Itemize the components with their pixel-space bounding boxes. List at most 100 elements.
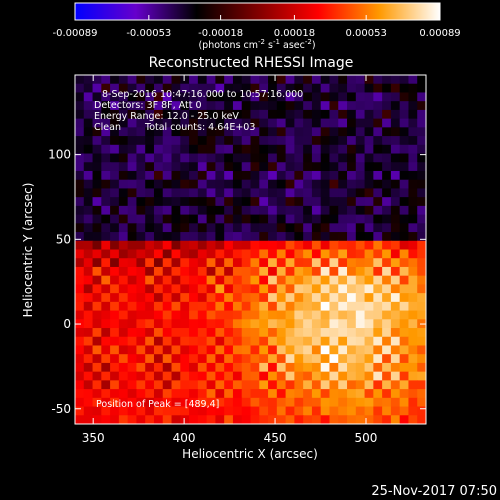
heatmap-cell bbox=[241, 136, 252, 146]
heatmap-cell bbox=[189, 258, 199, 268]
heatmap-cell bbox=[320, 336, 331, 347]
heatmap-cell bbox=[373, 258, 383, 268]
heatmap-cell bbox=[347, 75, 357, 85]
heatmap-cell bbox=[329, 301, 339, 312]
heatmap-cell bbox=[320, 223, 331, 233]
heatmap-cell bbox=[399, 188, 410, 198]
heatmap-cell bbox=[118, 397, 129, 408]
heatmap-cell bbox=[215, 389, 225, 399]
heatmap-cell bbox=[75, 179, 85, 190]
heatmap-cell bbox=[399, 415, 410, 424]
heatmap-cell bbox=[364, 397, 374, 408]
heatmap-cell bbox=[338, 371, 348, 381]
heatmap-cell bbox=[329, 127, 339, 137]
heatmap-cell bbox=[259, 170, 269, 181]
heatmap-cell bbox=[83, 118, 94, 128]
heatmap-cell bbox=[162, 406, 173, 416]
heatmap-cell bbox=[399, 301, 410, 312]
heatmap-cell bbox=[259, 223, 269, 233]
heatmap-cell bbox=[206, 380, 216, 390]
heatmap-cell bbox=[224, 162, 234, 172]
heatmap-cell bbox=[241, 354, 252, 364]
heatmap-cell bbox=[206, 415, 216, 424]
heatmap-cell bbox=[197, 232, 208, 242]
heatmap-cell bbox=[145, 232, 155, 242]
heatmap-cell bbox=[83, 170, 94, 181]
heatmap-cell bbox=[92, 362, 102, 373]
colorbar-units: (photons cm-2 s-1 asec-2) bbox=[198, 38, 315, 51]
heatmap-cell bbox=[83, 188, 94, 198]
heatmap-cell bbox=[180, 249, 190, 259]
heatmap-cell bbox=[408, 293, 418, 303]
heatmap-cell bbox=[241, 328, 252, 338]
heatmap-cell bbox=[197, 136, 208, 146]
heatmap-cell bbox=[259, 249, 269, 259]
heatmap-cell bbox=[294, 389, 304, 399]
heatmap-cell bbox=[294, 223, 304, 233]
heatmap-cell bbox=[364, 144, 374, 155]
heatmap-cell bbox=[399, 153, 410, 163]
heatmap-cell bbox=[329, 336, 339, 347]
heatmap-cell bbox=[390, 205, 401, 216]
heatmap-cell bbox=[189, 293, 199, 303]
heatmap-cell bbox=[162, 397, 173, 408]
heatmap-cell bbox=[285, 92, 295, 102]
heatmap-cell bbox=[417, 249, 426, 259]
x-tick-label: 350 bbox=[82, 431, 105, 445]
heatmap-cell bbox=[180, 362, 190, 373]
heatmap-cell bbox=[250, 354, 260, 364]
heatmap-cell bbox=[241, 397, 252, 408]
heatmap-cell bbox=[189, 371, 199, 381]
heatmap-cell bbox=[311, 170, 322, 181]
heatmap-cell bbox=[197, 153, 208, 163]
heatmap-cell bbox=[373, 153, 383, 163]
heatmap-cell bbox=[399, 266, 410, 277]
heatmap-cell bbox=[285, 275, 295, 285]
heatmap-cell bbox=[390, 345, 401, 355]
heatmap-cell bbox=[390, 336, 401, 347]
heatmap-cell bbox=[232, 144, 243, 155]
heatmap-cell bbox=[276, 284, 287, 294]
heatmap-cell bbox=[127, 284, 138, 294]
heatmap-cell bbox=[110, 371, 120, 381]
heatmap-cell bbox=[338, 188, 348, 198]
y-tick-label: 0 bbox=[63, 317, 71, 331]
heatmap-cell bbox=[259, 319, 269, 329]
heatmap-cell bbox=[373, 109, 383, 120]
heatmap-cell bbox=[417, 397, 426, 408]
heatmap-cell bbox=[92, 136, 102, 146]
heatmap-cell bbox=[206, 197, 216, 207]
heatmap-cell bbox=[390, 240, 401, 251]
heatmap-cell bbox=[101, 266, 111, 277]
heatmap-cell bbox=[250, 153, 260, 163]
heatmap-cell bbox=[110, 301, 120, 312]
heatmap-cell bbox=[294, 214, 304, 224]
heatmap-cell bbox=[390, 397, 401, 408]
heatmap-cell bbox=[145, 389, 155, 399]
heatmap-cell bbox=[338, 275, 348, 285]
heatmap-cell bbox=[373, 240, 383, 251]
heatmap-cell bbox=[189, 397, 199, 408]
heatmap-cell bbox=[232, 75, 243, 85]
heatmap-cell bbox=[232, 101, 243, 111]
x-axis-label: Heliocentric X (arcsec) bbox=[182, 447, 318, 461]
heatmap-cell bbox=[127, 75, 138, 85]
heatmap-cell bbox=[145, 136, 155, 146]
heatmap-cell bbox=[224, 240, 234, 251]
heatmap-cell bbox=[338, 109, 348, 120]
heatmap-cell bbox=[250, 328, 260, 338]
x-tick-label: 500 bbox=[355, 431, 378, 445]
heatmap-cell bbox=[382, 118, 392, 128]
heatmap-cell bbox=[206, 362, 216, 373]
heatmap-cell bbox=[329, 197, 339, 207]
heatmap-cell bbox=[303, 127, 313, 137]
heatmap-cell bbox=[285, 406, 295, 416]
heatmap-cell bbox=[382, 362, 392, 373]
heatmap-cell bbox=[180, 406, 190, 416]
heatmap-cell bbox=[417, 170, 426, 181]
heatmap-cell bbox=[338, 179, 348, 190]
heatmap-cell bbox=[145, 380, 155, 390]
heatmap-cell bbox=[250, 188, 260, 198]
heatmap-cell bbox=[338, 389, 348, 399]
heatmap-cell bbox=[259, 92, 269, 102]
